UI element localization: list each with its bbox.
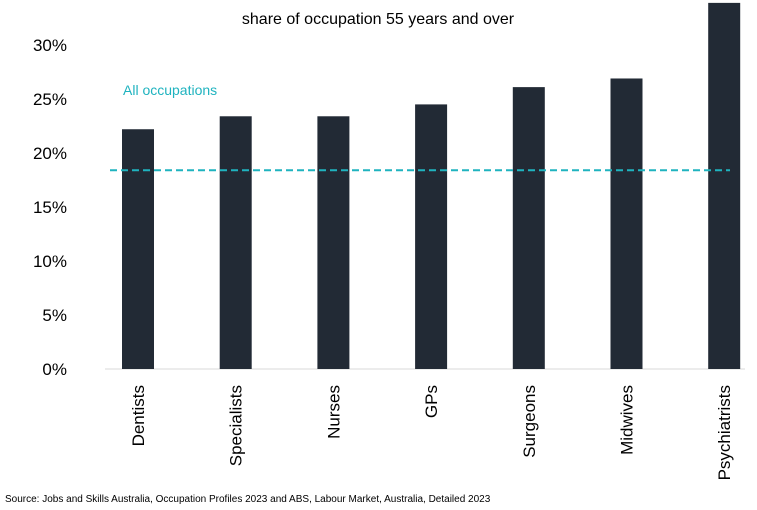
reference-label: All occupations <box>123 82 217 98</box>
x-tick-label: GPs <box>422 385 441 418</box>
bar <box>317 116 350 369</box>
x-tick-label: Nurses <box>324 385 343 439</box>
bar <box>219 116 252 369</box>
y-tick-label: 30% <box>33 36 67 55</box>
y-tick-label: 5% <box>42 306 67 325</box>
y-tick-label: 20% <box>33 144 67 163</box>
chart-subtitle: share of occupation 55 years and over <box>242 11 515 28</box>
x-tick-label: Surgeons <box>520 385 539 458</box>
y-tick-label: 0% <box>42 360 67 379</box>
bar <box>708 2 741 369</box>
x-tick-label: Specialists <box>227 385 246 466</box>
x-tick-label: Dentists <box>129 385 148 446</box>
bar <box>122 129 154 369</box>
x-tick-label: Midwives <box>618 385 637 455</box>
y-tick-label: 10% <box>33 252 67 271</box>
bar <box>415 104 448 370</box>
y-tick-label: 15% <box>33 198 67 217</box>
bar <box>512 87 545 370</box>
x-tick-label: Psychiatrists <box>715 385 734 480</box>
y-tick-label: 25% <box>33 90 67 109</box>
bar <box>610 78 643 369</box>
source-note: Source: Jobs and Skills Australia, Occup… <box>5 494 491 505</box>
